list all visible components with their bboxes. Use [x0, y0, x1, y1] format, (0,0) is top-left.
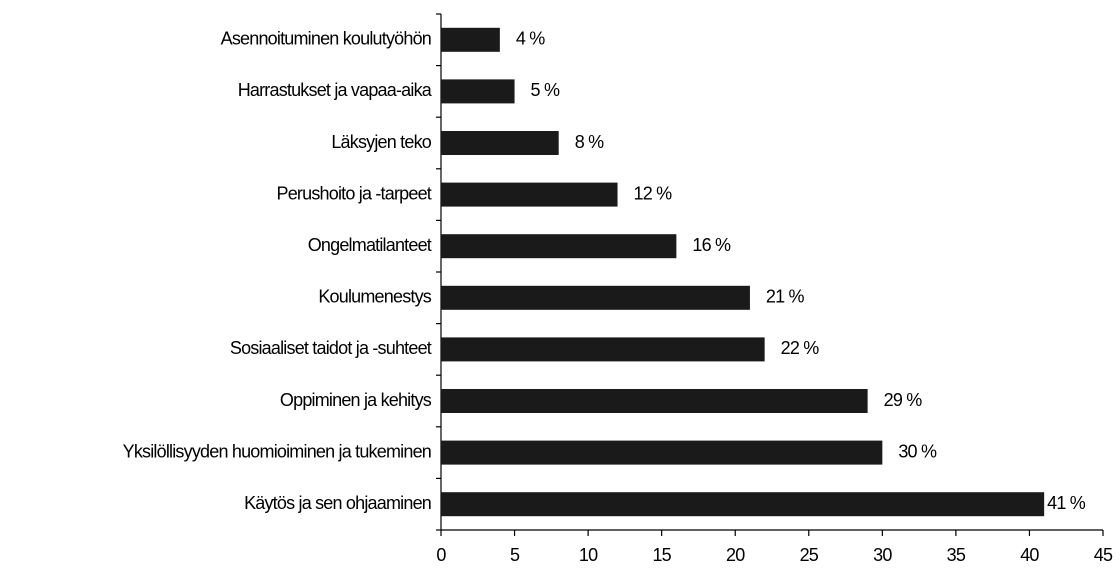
x-tick-label: 0 — [436, 545, 446, 565]
category-label: Harrastukset ja vapaa-aika — [238, 80, 433, 100]
bar — [441, 440, 883, 465]
value-label: 22 % — [781, 338, 820, 358]
x-tick-label: 45 — [1094, 545, 1113, 565]
category-label: Läksyjen teko — [331, 132, 431, 152]
bar — [441, 492, 1045, 517]
bar — [441, 285, 750, 310]
bar — [441, 389, 868, 413]
x-tick-label: 35 — [947, 545, 966, 565]
bar — [441, 27, 500, 52]
x-tick-label: 15 — [652, 545, 671, 565]
x-tick-label: 10 — [579, 545, 598, 565]
value-label: 41 % — [1047, 493, 1086, 513]
category-label: Koulumenestys — [318, 287, 431, 307]
bar — [441, 79, 515, 104]
value-label: 5 % — [531, 80, 560, 100]
category-label: Oppiminen ja kehitys — [280, 390, 432, 410]
category-label: Yksilöllisyyden huomioiminen ja tukemine… — [123, 441, 431, 461]
bar — [441, 182, 618, 207]
x-tick-label: 30 — [873, 545, 892, 565]
value-label: 8 % — [575, 132, 604, 152]
value-label: 4 % — [516, 29, 545, 49]
x-tick-label: 25 — [800, 545, 819, 565]
x-tick-label: 40 — [1020, 545, 1039, 565]
bar — [441, 234, 677, 259]
category-label: Asennoituminen koulutyöhön — [221, 29, 431, 49]
category-label: Käytös ja sen ohjaaminen — [244, 493, 431, 513]
value-label: 12 % — [634, 183, 673, 203]
value-label: 21 % — [766, 287, 805, 307]
bar — [441, 337, 765, 362]
value-label: 30 % — [898, 441, 937, 461]
category-label: Ongelmatilanteet — [308, 235, 432, 255]
value-label: 16 % — [692, 235, 731, 255]
x-tick-label: 5 — [510, 545, 520, 565]
bar — [441, 131, 559, 155]
x-tick-label: 20 — [726, 545, 745, 565]
category-label: Sosiaaliset taidot ja -suhteet — [230, 338, 432, 358]
category-label: Perushoito ja -tarpeet — [277, 183, 432, 203]
value-label: 29 % — [884, 390, 923, 410]
